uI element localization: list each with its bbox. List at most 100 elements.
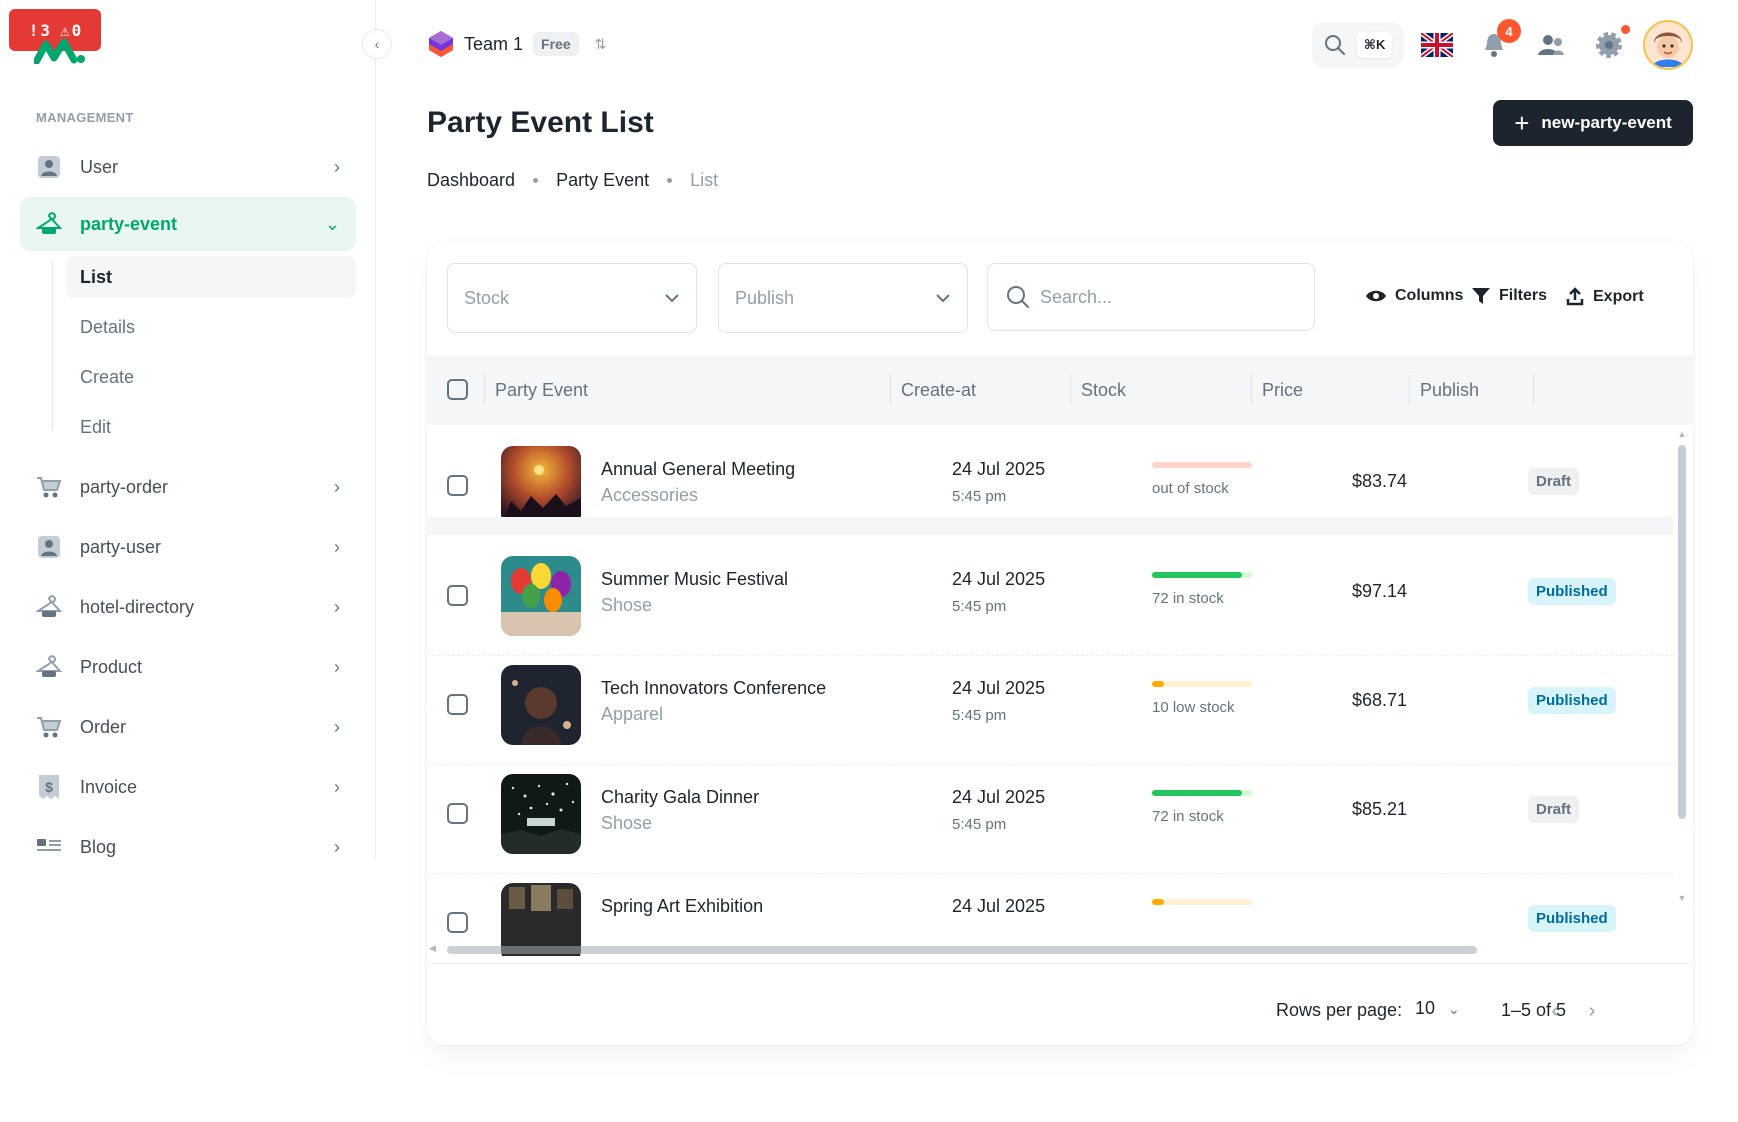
chevron-right-icon: ›: [334, 536, 340, 557]
column-header-publish[interactable]: Publish: [1420, 379, 1480, 400]
event-category: Shose: [601, 813, 653, 833]
event-thumbnail: [501, 774, 581, 854]
sidebar-subitem-create[interactable]: Create: [80, 366, 135, 387]
columns-label: Columns: [1395, 287, 1464, 304]
sidebar-item-label: Blog: [80, 836, 117, 857]
sidebar-item-product[interactable]: Product ›: [20, 640, 356, 694]
select-all-checkbox[interactable]: [447, 379, 468, 400]
event-category: Shose: [601, 595, 653, 615]
column-separator: [890, 375, 891, 405]
table-row[interactable]: Spring Art Exhibition 24 Jul 2025 Publis…: [427, 862, 1673, 956]
event-name[interactable]: Charity Gala Dinner: [601, 787, 760, 807]
page-title: Party Event List: [427, 106, 654, 139]
vertical-scrollbar[interactable]: ▲ ▼: [1677, 429, 1687, 955]
dev-error-badge[interactable]: ! 3 ⚠ 0: [9, 9, 101, 51]
sort-icon: ⇅: [594, 35, 607, 52]
column-separator: [1533, 375, 1534, 405]
chevron-down-icon: [665, 294, 679, 303]
sidebar-subitem-edit[interactable]: Edit: [80, 416, 112, 437]
event-category: Accessories: [601, 485, 699, 505]
event-date: 24 Jul 2025: [952, 787, 1046, 807]
scroll-up-arrow[interactable]: ▲: [1677, 429, 1687, 439]
new-button-label: new-party-event: [1541, 113, 1672, 132]
chevron-right-icon: ›: [334, 156, 340, 177]
sidebar-item-party-order[interactable]: party-order ›: [20, 460, 356, 514]
chevron-right-icon: ›: [334, 656, 340, 677]
columns-button[interactable]: Columns: [1365, 287, 1463, 305]
row-checkbox[interactable]: [447, 585, 468, 606]
event-name[interactable]: Tech Innovators Conference: [601, 678, 827, 698]
stock-progress-bar: [1152, 681, 1252, 687]
sidebar-item-party-event[interactable]: party-event ⌄: [20, 197, 356, 251]
scroll-down-arrow[interactable]: ▼: [1677, 893, 1687, 903]
column-header-price[interactable]: Price: [1262, 379, 1304, 400]
sidebar-item-party-user[interactable]: party-user ›: [20, 520, 356, 574]
publish-filter-select[interactable]: Publish: [718, 263, 968, 333]
sidebar-item-invoice[interactable]: $ Invoice ›: [20, 760, 356, 814]
column-header-stock[interactable]: Stock: [1081, 379, 1127, 400]
search-input[interactable]: Search...: [987, 263, 1315, 331]
breadcrumb-party-event[interactable]: Party Event: [556, 170, 650, 190]
scroll-left-arrow[interactable]: ◀: [429, 943, 436, 953]
svg-text:$: $: [45, 779, 53, 795]
filter-icon: [1472, 288, 1490, 304]
sidebar-item-hotel-directory[interactable]: hotel-directory ›: [20, 580, 356, 634]
event-thumbnail: [501, 665, 581, 745]
global-search-button[interactable]: ⌘K: [1312, 22, 1404, 68]
stock-label: 72 in stock: [1152, 590, 1224, 607]
contacts-button[interactable]: [1532, 26, 1570, 64]
sidebar-subitem-details[interactable]: Details: [80, 316, 136, 337]
user-avatar[interactable]: [1643, 20, 1693, 70]
breadcrumb-separator: [667, 178, 673, 183]
horizontal-scroll-thumb[interactable]: [447, 946, 1477, 954]
team-switcher[interactable]: Team 1 Free ⇅: [428, 30, 606, 58]
next-page-button[interactable]: ›: [1577, 996, 1607, 1026]
party-event-table-card: Stock Publish Search... Columns Filters …: [427, 243, 1693, 1045]
horizontal-scrollbar[interactable]: ◀ ▶: [429, 943, 1677, 957]
gear-icon: [1596, 32, 1622, 58]
sidebar-item-order[interactable]: Order ›: [20, 700, 356, 754]
column-header-party-event[interactable]: Party Event: [495, 379, 589, 400]
new-party-event-button[interactable]: + new-party-event: [1493, 100, 1693, 146]
language-flag-button[interactable]: [1418, 26, 1456, 64]
event-name[interactable]: Spring Art Exhibition: [601, 896, 764, 916]
chevron-right-icon: ›: [334, 476, 340, 497]
vertical-scroll-thumb[interactable]: [1678, 445, 1686, 819]
event-thumbnail: [501, 556, 581, 636]
hanger-icon: [36, 654, 62, 680]
row-checkbox[interactable]: [447, 694, 468, 715]
event-date: 24 Jul 2025: [952, 896, 1046, 916]
warning-icon: ⚠: [60, 20, 70, 40]
event-price: $68.71: [1352, 690, 1408, 710]
column-separator: [1409, 375, 1410, 405]
section-label-management: MANAGEMENT: [36, 110, 134, 125]
previous-page-button[interactable]: ‹: [1540, 996, 1570, 1026]
event-name[interactable]: Summer Music Festival: [601, 569, 789, 589]
settings-button[interactable]: [1590, 26, 1628, 64]
row-checkbox[interactable]: [447, 803, 468, 824]
breadcrumb-dashboard[interactable]: Dashboard: [427, 170, 516, 190]
row-checkbox[interactable]: [447, 912, 468, 933]
row-checkbox[interactable]: [447, 475, 468, 496]
chevron-right-icon: ›: [334, 716, 340, 737]
sidebar-item-label: party-event: [80, 213, 178, 234]
column-header-create-at[interactable]: Create-at: [901, 379, 977, 400]
sidebar-item-label: Order: [80, 716, 127, 737]
filters-button[interactable]: Filters: [1471, 287, 1547, 305]
table-row[interactable]: Summer Music Festival Shose 24 Jul 2025 …: [427, 535, 1673, 656]
rows-per-page-select[interactable]: 10 ⌄: [1415, 998, 1460, 1019]
sidebar-collapse-button[interactable]: ‹: [362, 29, 392, 59]
chevron-left-icon: ‹: [1551, 999, 1559, 1022]
export-button[interactable]: Export: [1565, 287, 1644, 307]
event-date: 24 Jul 2025: [952, 569, 1046, 589]
blog-icon: [36, 834, 62, 858]
table-row[interactable]: Charity Gala Dinner Shose 24 Jul 2025 5:…: [427, 753, 1673, 874]
event-name[interactable]: Annual General Meeting: [601, 459, 796, 479]
table-row[interactable]: Tech Innovators Conference Apparel 24 Ju…: [427, 644, 1673, 765]
sidebar-subitem-list[interactable]: List: [66, 256, 356, 298]
sidebar-item-user[interactable]: User ›: [20, 140, 356, 194]
logo[interactable]: [34, 38, 86, 64]
stock-filter-select[interactable]: Stock: [447, 263, 697, 333]
sidebar-item-blog[interactable]: Blog ›: [20, 820, 356, 858]
event-date: 24 Jul 2025: [952, 678, 1046, 698]
